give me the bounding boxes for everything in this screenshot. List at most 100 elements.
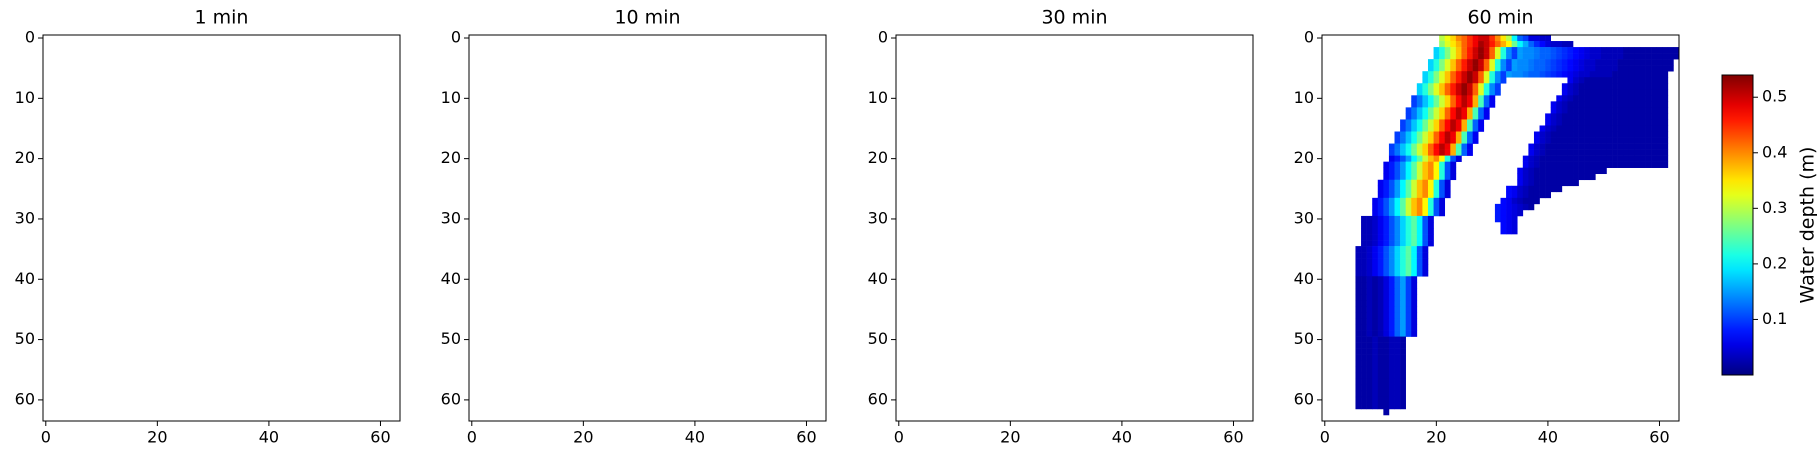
cell <box>1584 59 1591 66</box>
x-tick-label: 60 <box>796 428 816 447</box>
cell <box>1595 113 1602 120</box>
cell <box>1405 155 1412 162</box>
cell <box>1662 83 1669 90</box>
cell <box>1400 155 1406 162</box>
cell <box>1422 240 1429 247</box>
cell <box>1634 47 1641 54</box>
cell <box>1634 65 1641 72</box>
cell <box>1405 288 1412 295</box>
cell <box>1606 113 1613 120</box>
cell <box>1405 143 1412 150</box>
cell <box>1600 107 1607 114</box>
cell <box>1545 71 1552 78</box>
cell <box>1422 246 1429 253</box>
cell <box>1556 179 1563 187</box>
cell <box>1411 209 1418 217</box>
cell <box>1461 143 1468 150</box>
cell <box>1595 47 1602 54</box>
cell <box>1545 131 1552 138</box>
cell <box>1394 131 1401 138</box>
cell <box>1489 35 1496 42</box>
cell <box>1645 125 1652 132</box>
cell <box>1511 215 1518 223</box>
cell <box>1612 101 1618 108</box>
cell <box>1517 41 1524 48</box>
cell <box>1377 396 1384 404</box>
cell <box>1617 137 1624 144</box>
cell <box>1405 161 1412 168</box>
cell <box>1383 396 1390 404</box>
cell <box>1394 324 1401 331</box>
cell <box>1528 191 1535 199</box>
cell <box>1584 65 1591 72</box>
cell <box>1623 95 1630 102</box>
cell <box>1489 95 1496 102</box>
cell <box>1361 240 1367 247</box>
cell <box>1450 77 1457 84</box>
cell <box>1444 173 1451 181</box>
panel: 1 min 0 20 40 60 0 10 20 30 40 50 60 <box>15 7 401 447</box>
cell <box>1383 282 1390 289</box>
cell <box>1388 270 1395 277</box>
cell <box>1361 228 1367 235</box>
cell <box>1628 149 1635 156</box>
cell <box>1517 209 1524 217</box>
cell <box>1539 155 1546 162</box>
cell <box>1578 155 1585 162</box>
cell <box>1561 83 1568 90</box>
cell <box>1645 107 1652 114</box>
cell <box>1372 282 1379 289</box>
cell <box>1388 324 1395 331</box>
cell <box>1600 119 1607 126</box>
colorbar-label: Water depth (m) <box>1797 147 1817 304</box>
cell <box>1639 143 1646 150</box>
cell <box>1427 215 1434 223</box>
cell <box>1595 83 1602 90</box>
cell <box>1400 215 1406 223</box>
colorbar-tick-label: 0.5 <box>1762 87 1787 106</box>
cell <box>1623 107 1630 114</box>
cell <box>1355 276 1362 283</box>
cell <box>1405 252 1412 259</box>
cell <box>1556 71 1563 78</box>
cell <box>1662 65 1669 72</box>
cell <box>1550 59 1557 66</box>
cell <box>1506 59 1512 66</box>
cell <box>1411 215 1418 223</box>
cell <box>1388 258 1395 265</box>
cell <box>1416 83 1423 90</box>
cell <box>1455 107 1462 114</box>
cell <box>1483 65 1490 72</box>
cell <box>1400 191 1406 199</box>
cell <box>1617 59 1624 66</box>
cell <box>1361 306 1367 313</box>
cell <box>1366 252 1373 259</box>
cell <box>1656 107 1663 114</box>
cell <box>1427 234 1434 241</box>
cell <box>1433 149 1440 156</box>
cell <box>1612 107 1618 114</box>
cell <box>1478 35 1485 42</box>
cell <box>1628 95 1635 102</box>
cell <box>1500 209 1507 217</box>
cell <box>1411 294 1418 301</box>
cell <box>1567 41 1574 48</box>
cell <box>1383 228 1390 235</box>
cell <box>1366 330 1373 337</box>
cell <box>1584 101 1591 108</box>
cell <box>1427 185 1434 193</box>
cell <box>1623 53 1630 60</box>
cell <box>1628 77 1635 84</box>
cell <box>1444 77 1451 84</box>
cell <box>1388 294 1395 301</box>
cell <box>1645 71 1652 78</box>
cell <box>1472 113 1479 120</box>
cell <box>1388 173 1395 181</box>
cell <box>1394 378 1401 386</box>
cell <box>1533 173 1540 181</box>
cell <box>1595 71 1602 78</box>
cell <box>1623 83 1630 90</box>
cell <box>1400 119 1406 126</box>
cell <box>1361 354 1367 361</box>
cell <box>1584 143 1591 150</box>
